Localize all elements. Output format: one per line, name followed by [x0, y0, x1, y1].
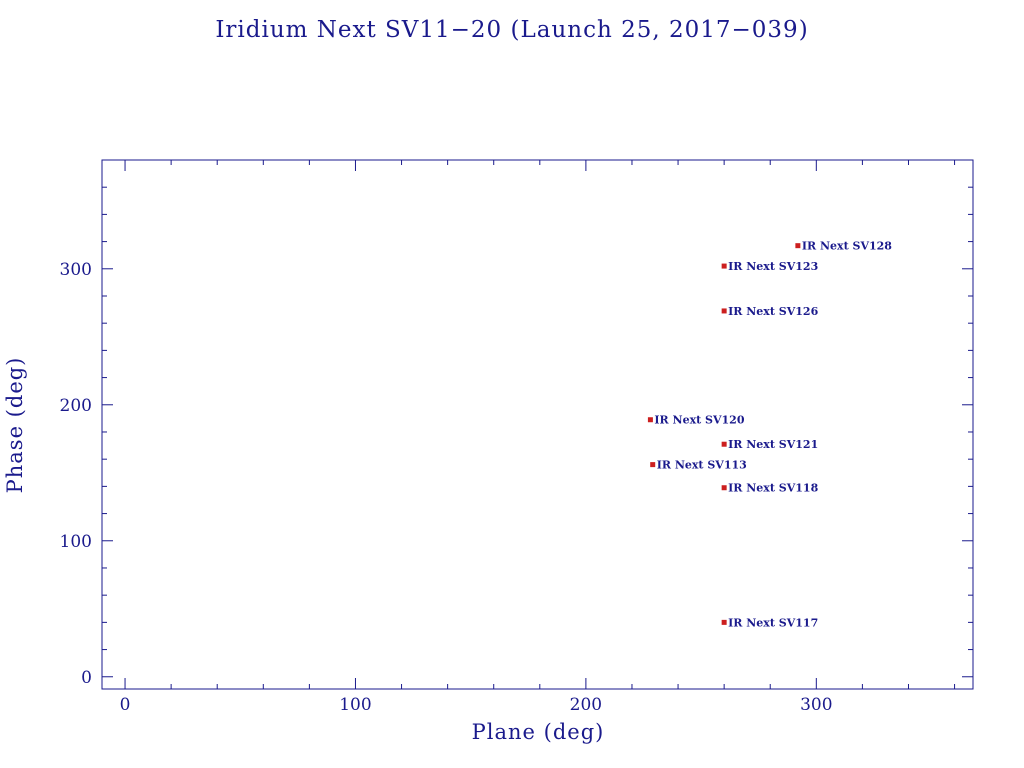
point-label: IR Next SV123 [728, 260, 818, 273]
plot-frame [101, 159, 974, 690]
point-label: IR Next SV118 [728, 482, 818, 495]
data-point [721, 485, 727, 491]
point-label: IR Next SV128 [802, 240, 892, 253]
data-point [721, 308, 727, 314]
y-tick-label: 300 [60, 260, 92, 280]
x-tick-label: 0 [120, 695, 131, 715]
x-tick-label: 300 [800, 695, 832, 715]
data-point [647, 417, 653, 423]
y-axis-label: Phase (deg) [3, 357, 27, 494]
point-label: IR Next SV121 [728, 438, 818, 451]
data-point [721, 441, 727, 447]
y-tick-label: 0 [81, 668, 92, 688]
chart-title: Iridium Next SV11−20 (Launch 25, 2017−03… [215, 17, 808, 43]
data-point [650, 462, 656, 468]
x-tick-label: 100 [339, 695, 371, 715]
y-tick-label: 100 [60, 532, 92, 552]
point-label: IR Next SV113 [657, 459, 747, 472]
point-label: IR Next SV117 [728, 616, 818, 629]
data-point [721, 619, 727, 625]
axis-ticks [102, 159, 973, 689]
data-point [795, 243, 801, 249]
point-label: IR Next SV126 [728, 305, 818, 318]
x-tick-label: 200 [570, 695, 602, 715]
point-label: IR Next SV120 [654, 414, 744, 427]
y-tick-label: 200 [60, 396, 92, 416]
data-point [721, 263, 727, 269]
x-axis-label: Plane (deg) [472, 720, 605, 744]
data-points: IR Next SV128 IR Next SV123 IR Next SV126 I… [647, 240, 892, 629]
tick-labels: 0 100 200 300 0 100 200 300 [60, 260, 833, 715]
